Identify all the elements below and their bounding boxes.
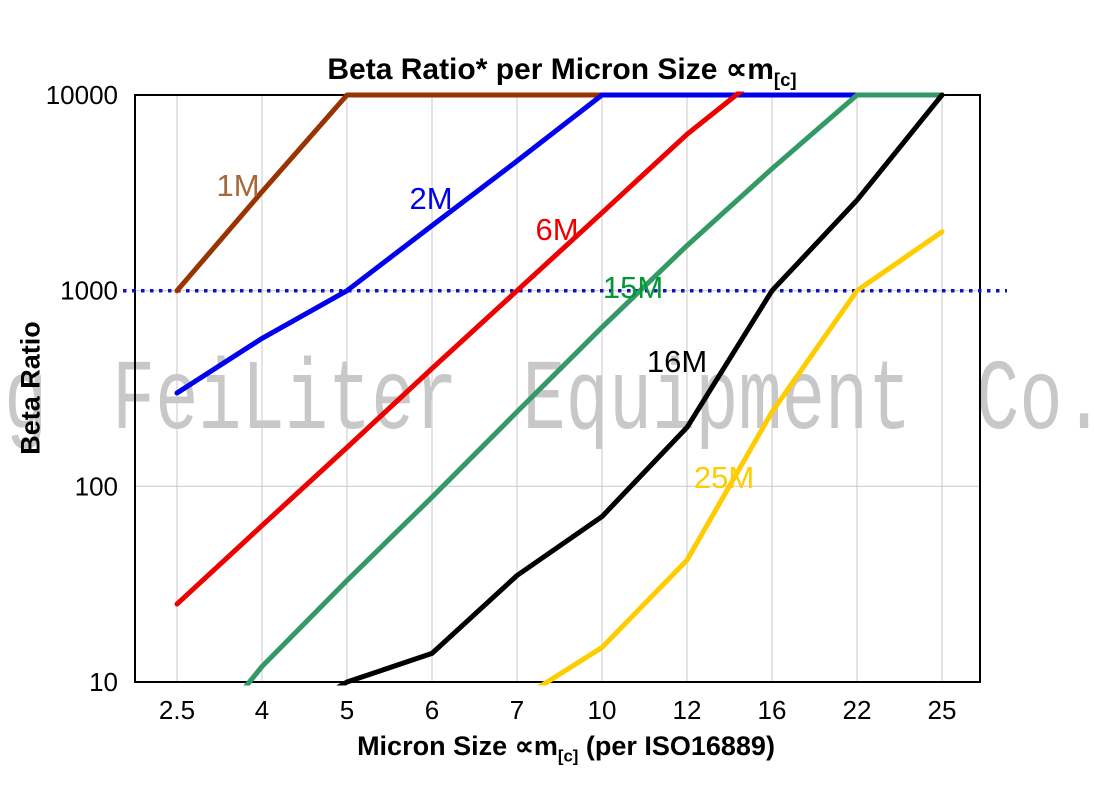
series-label-15M: 15M bbox=[603, 270, 663, 305]
x-tick-16: 16 bbox=[758, 695, 787, 725]
series-label-1M: 1M bbox=[216, 168, 259, 203]
chart-title-subscript: [c] bbox=[773, 69, 797, 90]
x-tick-5: 5 bbox=[340, 695, 354, 725]
y-tick-100: 100 bbox=[75, 471, 118, 501]
x-axis-title-text: Micron Size ∝m bbox=[357, 731, 558, 761]
chart-title: Beta Ratio* per Micron Size ∝m[c] bbox=[0, 52, 1094, 91]
y-tick-1000: 1000 bbox=[60, 276, 118, 306]
x-tick-22: 22 bbox=[843, 695, 872, 725]
chart-title-text: Beta Ratio* per Micron Size ∝m bbox=[327, 53, 774, 86]
y-tick-10: 10 bbox=[89, 667, 118, 697]
x-tick-10: 10 bbox=[588, 695, 617, 725]
series-line-15M bbox=[243, 92, 945, 686]
series-line-6M bbox=[174, 91, 745, 607]
series-line-16M bbox=[336, 92, 945, 686]
series-label-2M: 2M bbox=[409, 181, 452, 216]
y-axis-title: Beta Ratio bbox=[15, 321, 46, 455]
series-label-25M: 25M bbox=[694, 460, 754, 495]
x-axis-title-suffix: (per ISO16889) bbox=[578, 731, 775, 761]
series-label-16M: 16M bbox=[647, 344, 707, 379]
watermark-text: g FeiLiter Equipment Co. bbox=[4, 346, 1094, 459]
series-line-1M bbox=[174, 92, 605, 294]
series-line-25M bbox=[536, 229, 945, 686]
x-axis-title: Micron Size ∝m[c] (per ISO16889) bbox=[0, 731, 1094, 766]
x-tick-4: 4 bbox=[255, 695, 269, 725]
x-tick-25: 25 bbox=[928, 695, 957, 725]
x-axis-title-subscript: [c] bbox=[557, 746, 579, 766]
series-line-2M bbox=[174, 92, 860, 396]
x-tick-6: 6 bbox=[425, 695, 439, 725]
x-tick-2.5: 2.5 bbox=[159, 695, 195, 725]
x-tick-12: 12 bbox=[673, 695, 702, 725]
y-tick-10000: 10000 bbox=[46, 80, 118, 110]
x-tick-7: 7 bbox=[510, 695, 524, 725]
series-label-6M: 6M bbox=[535, 212, 578, 247]
